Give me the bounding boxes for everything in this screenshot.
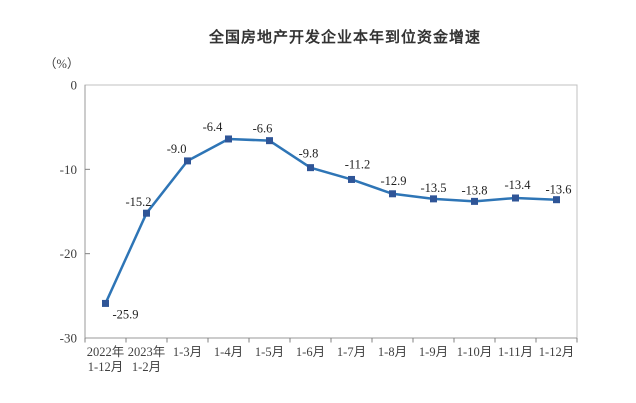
data-point-label: -13.6	[545, 183, 571, 197]
x-tick-label: 1-8月	[378, 345, 407, 359]
data-point-label: -13.5	[420, 181, 446, 195]
x-tick-label: 1-3月	[173, 345, 202, 359]
data-point-marker	[143, 209, 150, 217]
x-tick-label: 1-4月	[214, 345, 243, 359]
series-line	[104, 137, 558, 305]
x-tick-label: 2023年	[128, 345, 166, 359]
data-point-label: -15.2	[125, 195, 151, 209]
data-point-label: -9.0	[167, 142, 187, 156]
x-tick-label: 1-5月	[255, 345, 284, 359]
data-point-marker	[102, 299, 109, 307]
y-axis-unit-label: （%）	[44, 57, 80, 71]
data-point-label: -25.9	[113, 307, 139, 321]
x-tick-label: 1-9月	[419, 345, 448, 359]
x-tick-label: 1-12月	[88, 360, 123, 374]
data-point-marker	[389, 190, 396, 198]
data-point-label: -13.4	[504, 178, 531, 192]
y-tick-label: 0	[71, 78, 78, 93]
data-point-marker	[184, 157, 191, 165]
x-tick-label: 1-11月	[498, 345, 533, 359]
data-point-label: -11.2	[345, 157, 371, 171]
y-tick-label: -20	[60, 246, 77, 261]
data-point-marker	[553, 196, 560, 204]
x-tick-label: 1-10月	[457, 345, 492, 359]
data-point-label: -9.8	[299, 147, 319, 161]
y-tick-label: -10	[60, 162, 77, 177]
x-tick-label: 2022年	[87, 345, 125, 359]
data-point-label: -12.9	[380, 174, 406, 188]
x-tick-label: 1-6月	[296, 345, 325, 359]
y-tick-label: -30	[60, 331, 77, 346]
data-point-marker	[307, 164, 314, 172]
data-point-marker	[348, 175, 355, 183]
chart-title: 全国房地产开发企业本年到位资金增速	[208, 29, 481, 46]
x-tick-label: 1-12月	[539, 345, 574, 359]
data-point-marker	[471, 197, 478, 205]
x-tick-label: 1-7月	[337, 345, 366, 359]
data-point-marker	[225, 135, 232, 143]
x-tick-label: 1-2月	[132, 360, 161, 374]
data-point-label: -6.6	[253, 122, 273, 136]
data-point-marker	[512, 194, 519, 202]
data-point-label: -6.4	[203, 120, 224, 134]
data-point-label: -13.8	[461, 183, 487, 197]
data-point-marker	[266, 137, 273, 145]
plot-area-border	[84, 84, 578, 339]
data-point-marker	[430, 195, 437, 203]
